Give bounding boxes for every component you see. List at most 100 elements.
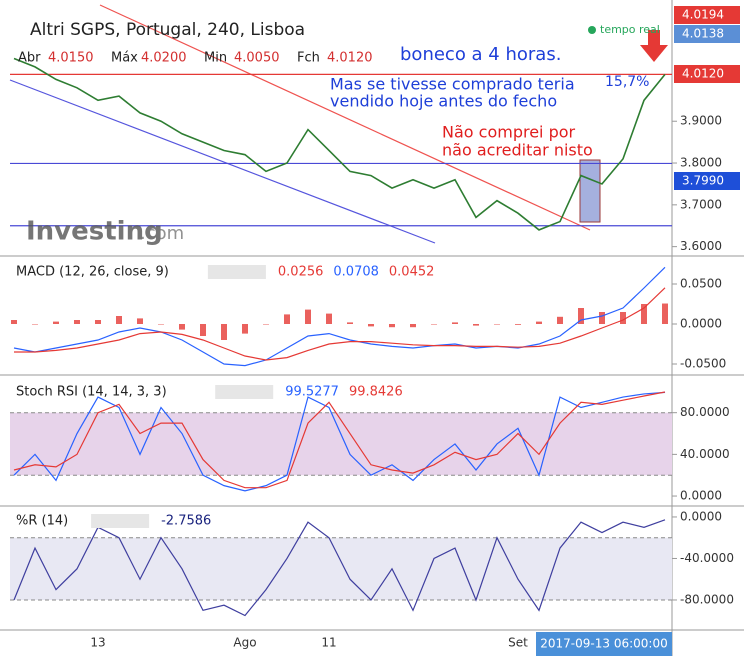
bar — [431, 324, 437, 325]
bar — [494, 324, 500, 325]
watermark: Investing — [26, 217, 163, 247]
bar — [578, 308, 584, 324]
bar — [137, 318, 143, 324]
ohlc-value: 4.0120 — [327, 51, 373, 66]
indicator-value: 0.0708 — [333, 265, 379, 280]
band — [10, 412, 672, 476]
ohlc-label: Máx — [111, 51, 138, 66]
price-label: 4.0194 — [682, 8, 724, 22]
price-label-box — [674, 25, 740, 43]
indicator-value: 99.8426 — [349, 385, 403, 400]
trend-line — [9, 79, 436, 244]
y-tick-label: -40.0000 — [680, 551, 734, 565]
indicator-value: 0.0256 — [278, 265, 324, 280]
highlight-box — [579, 159, 601, 223]
annotation: 15,7% — [605, 74, 649, 90]
bar — [284, 314, 290, 324]
y-tick-label: 0.0500 — [680, 277, 722, 291]
y-tick-label: 3.7000 — [680, 197, 722, 211]
bar — [515, 324, 521, 325]
annotation: boneco a 4 horas. — [400, 44, 561, 65]
bar — [473, 324, 479, 326]
annotation: Não comprei por — [442, 123, 576, 142]
bar — [116, 316, 122, 324]
bar — [452, 322, 458, 324]
bar — [557, 316, 563, 324]
y-tick-label: 0.0000 — [680, 509, 722, 523]
annotation: não acreditar nisto — [442, 141, 593, 160]
indicator-title: MACD (12, 26, close, 9) — [16, 265, 169, 280]
series-line — [13, 391, 666, 492]
y-tick-label: 0.0000 — [680, 489, 722, 503]
bar — [641, 304, 647, 324]
ohlc-value: 4.0050 — [234, 51, 280, 66]
price-label: 4.0120 — [682, 67, 724, 81]
x-tick-label: 11 — [321, 636, 336, 650]
band — [10, 537, 672, 600]
series-line — [13, 57, 666, 231]
bar — [389, 324, 395, 328]
bar — [242, 324, 248, 334]
price-label: 3.7990 — [682, 174, 724, 188]
bar — [620, 312, 626, 324]
bar — [11, 320, 17, 324]
series-line — [14, 287, 666, 361]
bar — [263, 324, 269, 325]
price-label-box — [674, 6, 740, 24]
ohlc-label: Fch — [297, 51, 320, 66]
y-tick-label: 3.8000 — [680, 156, 722, 170]
x-tick-label: Set — [508, 636, 528, 650]
y-tick-label: 3.9000 — [680, 114, 722, 128]
x-tick-label: 13 — [90, 636, 105, 650]
bar — [410, 324, 416, 328]
bar — [32, 324, 38, 325]
price-label-box — [674, 172, 740, 190]
price-label: 4.0138 — [682, 27, 724, 41]
watermark: .com — [140, 223, 184, 244]
y-tick-label: 40.0000 — [680, 447, 730, 461]
chart-title: Altri SGPS, Portugal, 240, Lisboa — [30, 20, 305, 40]
y-tick-label: -0.0500 — [680, 357, 726, 371]
bar — [305, 309, 311, 324]
arrow — [640, 30, 668, 62]
bar — [662, 303, 668, 324]
ohlc-label: Abr — [18, 51, 41, 66]
status: tempo real — [600, 23, 660, 36]
annotation: Mas se tivesse comprado teria — [330, 75, 575, 94]
annotation: vendido hoje antes do fecho — [330, 92, 557, 111]
ohlc-value: 4.0200 — [141, 51, 187, 66]
indicator-title: %R (14) — [16, 514, 68, 529]
y-tick-label: 0.0000 — [680, 317, 722, 331]
cursor-box — [536, 632, 672, 656]
x-tick-label: Ago — [233, 636, 256, 650]
bar — [95, 320, 101, 324]
trend-line — [99, 4, 591, 231]
ohlc-value: 4.0150 — [48, 51, 94, 66]
y-tick-label: 80.0000 — [680, 405, 730, 419]
bar — [326, 313, 332, 324]
series-line — [13, 266, 666, 367]
bar — [221, 324, 227, 340]
price-label-box — [674, 65, 740, 83]
bar — [179, 324, 185, 330]
indicator-value: -2.7586 — [161, 514, 211, 529]
bar — [599, 312, 605, 324]
icon[interactable] — [207, 265, 266, 279]
ohlc-label: Min — [204, 51, 227, 66]
icon[interactable] — [91, 514, 150, 528]
bar — [536, 321, 542, 324]
indicator-value: 99.5277 — [285, 385, 339, 400]
bar — [74, 320, 80, 324]
bar — [200, 324, 206, 336]
indicator-title: Stoch RSI (14, 14, 3, 3) — [16, 385, 167, 400]
indicator-value: 0.0452 — [389, 265, 435, 280]
y-tick-label: -80.0000 — [680, 592, 734, 606]
bar — [53, 321, 59, 324]
y-tick-label: 3.6000 — [680, 239, 722, 253]
bar — [347, 322, 353, 324]
series-line — [13, 391, 666, 489]
bar — [368, 324, 374, 327]
icon[interactable] — [215, 385, 274, 399]
cursor-label: 2017-09-13 06:00:00 — [540, 637, 667, 651]
